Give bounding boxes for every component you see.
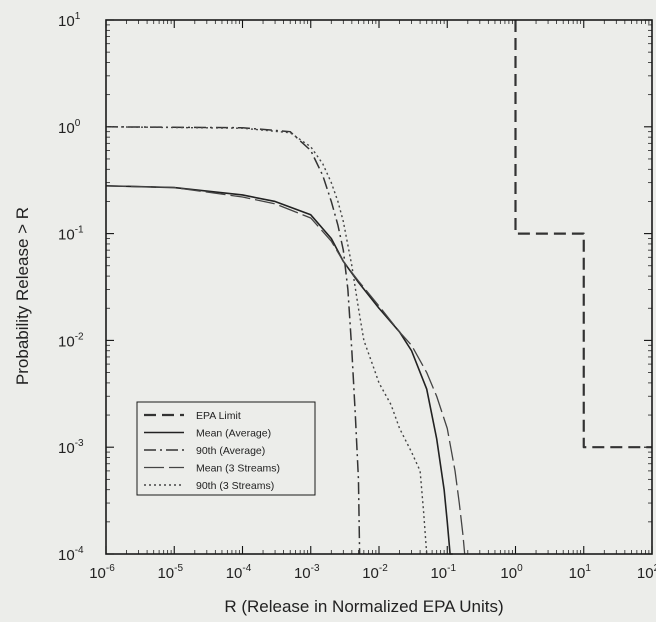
x-tick-label: 100: [500, 563, 523, 582]
series-line-3: [105, 126, 361, 555]
legend-label-2: Mean (Average): [196, 428, 271, 440]
x-tick-label: 10-5: [157, 563, 183, 582]
x-axis-title: R (Release in Normalized EPA Units): [224, 597, 503, 616]
legend-label-1: EPA Limit: [196, 410, 241, 422]
legend-label-3: 90th (Average): [196, 445, 265, 457]
legend: EPA Limit Mean (Average) 90th (Average) Mea…: [136, 401, 316, 496]
plot-frame: [105, 19, 653, 555]
x-tick-label: 10-4: [226, 563, 252, 582]
tick-labels: 10-6 10-5 10-4 10-3 10-2 10-1 100 101 102 101 100 1…: [58, 11, 656, 582]
legend-box: [136, 401, 316, 496]
y-tick-label: 10-1: [58, 225, 84, 244]
y-axis-title: Probability Release > R: [13, 207, 32, 385]
x-tick-label: 10-6: [89, 563, 115, 582]
series-line-4: [105, 185, 466, 555]
y-tick-label: 100: [58, 118, 81, 137]
legend-entries: EPA Limit Mean (Average) 90th (Average) Mea…: [144, 410, 280, 492]
x-tick-label: 10-3: [294, 563, 320, 582]
legend-label-5: 90th (3 Streams): [196, 480, 274, 492]
series-line-2: [105, 185, 453, 555]
y-tick-label: 10-3: [58, 438, 84, 457]
x-tick-label: 102: [637, 563, 656, 582]
x-tick-label: 10-1: [430, 563, 456, 582]
x-tick-label: 10-2: [362, 563, 388, 582]
series-layer: [105, 20, 652, 555]
series-line-1: [514, 20, 652, 449]
legend-label-4: Mean (3 Streams): [196, 463, 280, 475]
y-tick-label: 10-2: [58, 331, 84, 350]
x-tick-label: 101: [569, 563, 592, 582]
y-tick-label: 10-4: [58, 545, 84, 564]
y-tick-label: 101: [58, 11, 81, 30]
